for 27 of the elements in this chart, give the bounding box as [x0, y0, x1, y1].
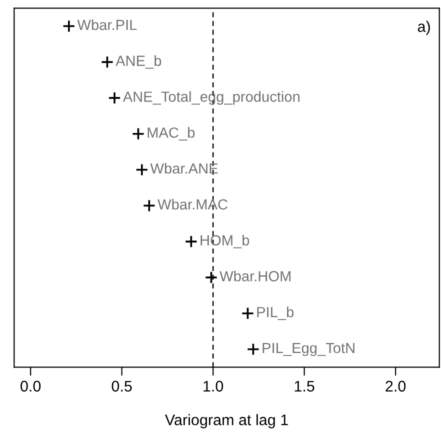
y-tick-label: MAC_b [148, 127, 195, 141]
y-tick-label: Wbar.MAC [158, 198, 228, 210]
x-tick-label: 0.5 [112, 380, 132, 392]
point [62, 20, 76, 33]
point [241, 306, 254, 320]
x-tick-label: 0.0 [20, 380, 41, 392]
x-tick-label: 1.0 [204, 380, 224, 392]
point [132, 127, 145, 140]
y-tick-label: Wbar.PIL [77, 19, 137, 30]
point [142, 199, 156, 212]
y-tick-label: ANE_b [116, 55, 162, 69]
point [246, 342, 260, 356]
point [108, 91, 121, 104]
y-tick-label: Wbar.ANE [150, 162, 218, 174]
annotation: a) [418, 20, 430, 36]
point [204, 270, 218, 284]
point [135, 163, 148, 176]
y-tick-label: HOM_b [200, 234, 250, 248]
point [184, 235, 198, 248]
y-tick-label: PIL_Egg_TotN [262, 342, 354, 356]
x-tick-label: 1.5 [294, 380, 314, 392]
x-axis-title: Variogram at lag 1 [164, 414, 288, 428]
point [100, 56, 114, 69]
x-tick-label: 2.0 [386, 380, 406, 392]
y-tick-label: PIL_b [257, 306, 294, 320]
y-tick-label: ANE_Total_egg_production [122, 91, 300, 105]
y-tick-label: Wbar.HOM [220, 270, 290, 282]
